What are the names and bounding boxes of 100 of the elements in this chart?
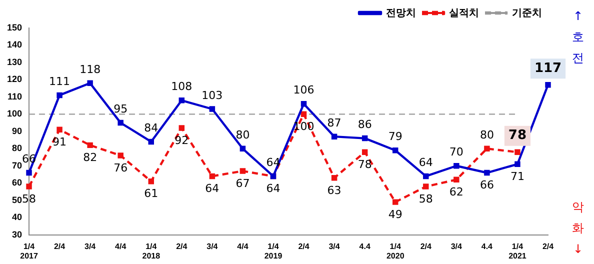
x-tick-label: 2/4 [54,242,66,251]
point [118,152,124,158]
point [454,163,460,169]
y-tick-label: 30 [12,229,22,240]
point [148,178,154,184]
y-tick-label: 70 [12,160,22,170]
x-tick-label: 1/4 2019 [264,242,283,260]
data-label: 103 [202,88,223,102]
y-tick-label: 130 [6,56,22,67]
x-tick-label: 3/4 [328,242,340,251]
point [300,111,307,118]
y-tick-label: 60 [12,178,22,188]
data-label: 117 [534,60,562,76]
y-tick-label: 120 [6,74,22,84]
point [423,184,429,190]
point [423,173,429,180]
data-label: 49 [388,208,402,221]
data-label: 111 [49,75,70,88]
x-tick-label: 2/4 [420,242,432,251]
point [240,146,246,152]
point [514,161,520,168]
point [56,92,62,98]
x-tick-label: 3/4 [84,242,96,251]
x-tick-label: 3/4 [206,242,218,251]
point [178,125,185,131]
point [484,146,490,152]
y-tick-label: 90 [12,126,22,136]
data-label: 78 [358,158,372,171]
point [87,142,93,148]
x-tick-label: 4/4 [237,242,249,251]
legend-label: 전망치 [386,8,416,19]
data-label: 64 [205,182,220,196]
y-tick-label: 40 [12,212,22,222]
point [118,120,124,126]
data-label: 58 [418,192,433,206]
point [209,106,216,112]
x-tick-label: 4.4 [481,242,494,251]
data-label: 76 [114,161,128,174]
y-tick-label: 150 [6,22,22,32]
data-label: 64 [266,182,280,196]
data-label: 79 [388,130,402,144]
x-tick-label: 3/4 [450,242,463,251]
y-tick-label: 100 [6,108,22,119]
point [331,175,338,181]
point [362,149,368,155]
point [392,199,398,205]
point [362,135,368,142]
data-label: 92 [174,134,189,147]
data-label: 108 [171,80,192,94]
x-tick-label: 1/4 2020 [386,242,405,260]
point [240,168,246,174]
data-label: 58 [22,192,36,206]
point [87,80,93,86]
x-tick-label: 1/4 2021 [508,242,527,260]
text: ↑ 호 전 [571,8,585,67]
x-tick-label: 4.4 [359,242,371,251]
point [454,176,460,183]
y-tick-label: 50 [12,194,22,205]
data-label: 86 [358,118,372,132]
data-label: 118 [80,63,101,76]
data-label: 63 [327,184,342,197]
point [392,147,398,154]
data-label: 67 [236,176,250,190]
data-label: 78 [508,128,527,144]
point [331,134,338,140]
y-tick-label: 140 [6,40,22,50]
point [514,149,520,155]
x-tick-label: 2/4 [542,242,554,251]
data-label: 80 [480,128,494,142]
data-label: 84 [144,122,158,135]
x-tick-label: 2/4 [176,242,188,251]
data-label: 91 [52,136,67,149]
y-tick-label: 80 [12,143,22,154]
text: 악 화 ↓ [571,199,585,258]
point [209,173,216,180]
point [545,82,551,88]
data-label: 62 [449,186,464,199]
y-tick-label: 110 [7,91,22,102]
point [26,184,32,190]
data-label: 95 [114,102,128,116]
x-tick-label: 1/4 2018 [142,242,161,260]
data-label: 71 [510,170,524,184]
x-tick-label: 4/4 [115,242,127,251]
data-label: 61 [144,187,158,200]
point [148,138,154,145]
data-label: 106 [293,84,314,97]
data-label: 66 [480,178,494,192]
legend-label: 기준치 [512,8,542,19]
point [484,170,490,176]
data-label: 70 [449,146,464,159]
x-tick-label: 2/4 [298,242,310,251]
data-label: 80 [236,128,250,142]
data-label: 87 [327,116,342,130]
point [26,170,32,176]
point [56,126,62,133]
x-tick-label: 1/4 2017 [20,242,38,260]
legend-label: 실적치 [449,8,479,19]
data-label: 64 [418,156,433,170]
data-label: 82 [83,151,98,164]
point [300,100,307,107]
